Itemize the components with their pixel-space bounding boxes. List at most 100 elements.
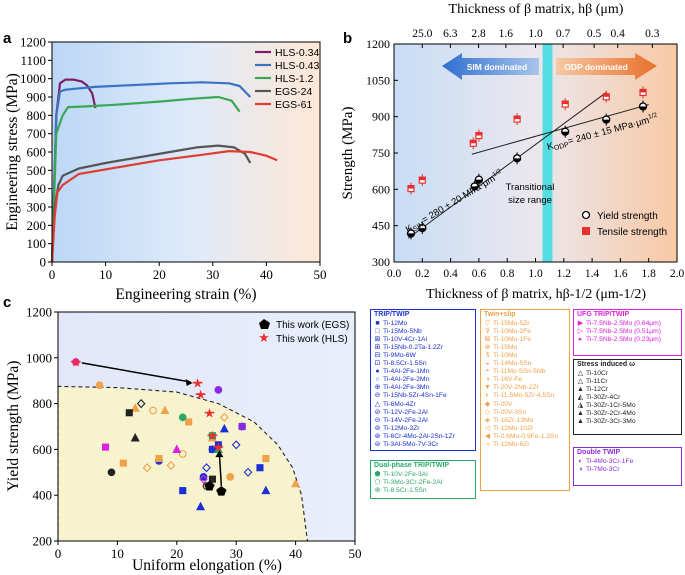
point-stress-induced- [130, 432, 140, 442]
y-tick-label: 1000 [26, 350, 52, 365]
x-tick-label: 30 [206, 267, 219, 282]
point-twin-slip [149, 406, 157, 415]
hls-point: ★ [195, 387, 207, 402]
legend-item-label: Ti-12Mo-10Zr [493, 424, 534, 432]
y-tick-label: 800 [33, 396, 53, 411]
hls-arrow-1 [81, 362, 191, 383]
point-dual-phase-trip-twip [178, 413, 187, 422]
legend-tensile-text: Tensile strength [597, 227, 667, 238]
egs-point [204, 481, 215, 491]
point-double-twip [214, 386, 223, 394]
legend-item: ◃ Ti-12Mo-6Zr [483, 441, 569, 449]
y-tick-label: 600 [372, 182, 390, 196]
legend-item: ⊠ Ti-10V-4Cr-1Al [373, 336, 475, 344]
legend-box-trip-twip: TRIP/TWIP ■ Ti-12Mo □ Ti-15Mo-5Nb ⊠ Ti-10V-4C… [370, 309, 476, 451]
top-tick-label: 0.3 [645, 28, 660, 40]
x-tick-label: 0.2 [415, 268, 430, 280]
x-tick-label: 40 [289, 546, 302, 561]
panel-c-xlabel: Uniform elongation (%) [132, 557, 282, 574]
legend-item-label: Ti-30Zr-1Cr-5Mo [586, 402, 636, 410]
legend-item: ⊘ Ti-12V-2Fe-2Al [373, 409, 475, 417]
tensile-point-fill [419, 177, 426, 181]
legend-item-symbol: ▷ [577, 328, 584, 336]
legend-item: ⊼ Ti-10Mo [483, 352, 569, 360]
legend-item: ▷ Ti-7.5Nb-2.5Mo (0.51μm) [576, 328, 681, 336]
point-ufg-trip-twip [199, 474, 208, 484]
legend-item-label: Ti-4Al-2Fe-1Mn [383, 368, 430, 376]
legend-item-symbol: △ [577, 378, 584, 386]
y-tick-label: 200 [33, 534, 53, 549]
legend-item-symbol: ▲ [577, 418, 584, 426]
legend-label: HLS-0.34 [275, 47, 320, 59]
panel-a-ticks: 0 10 20 30 40 5001002003004005006007008009001… [20, 35, 327, 283]
legend-item-symbol: ◭ [577, 394, 584, 402]
legend-label: EGS-24 [275, 86, 313, 98]
legend-item-symbol: ◓ [485, 368, 490, 376]
legend-item-symbol: ● [375, 368, 380, 376]
legend-item-label: Ti-7.5Nb-2.5Mo (0.51μm) [586, 328, 661, 336]
legend-item-label: Ti-4Al-2Fe-3Mn [383, 384, 430, 392]
legend-item-symbol: ◑ [485, 376, 490, 384]
legend-item-label: Ti-12Cr [586, 386, 609, 394]
x-tick-label: 30 [230, 546, 243, 561]
legend-item-label: Ti-7Mo-3Cr [586, 466, 620, 474]
point-stress-induced- [208, 475, 216, 483]
legend-item: ◮ Ti-30Zr-1Cr-5Mo [576, 402, 681, 410]
hls-point: ★ [204, 405, 216, 420]
legend-item-label: Ti-20V-2Nb-2Zr [493, 384, 539, 392]
x-tick-label: 0.6 [472, 268, 487, 280]
legend-item: ⊗ Ti-15Mo [483, 344, 569, 352]
hls-point: ★ [192, 375, 204, 390]
legend-item: ● Ti-4Al-2Fe-1Mn [373, 368, 475, 376]
legend-item: ◑ Ti-7Mo-3Cr [576, 466, 681, 474]
point-trip-twip [199, 473, 208, 481]
legend-item-symbol: ⬡ [374, 479, 381, 487]
top-tick-label: 0.7 [556, 28, 571, 40]
legend-item-symbol: ▸ [578, 336, 583, 344]
y-tick-label: 400 [33, 488, 53, 503]
point-ufg-trip-twip [101, 443, 110, 451]
y-tick-label: 1100 [20, 53, 46, 68]
tensile-point-fill [475, 132, 482, 136]
legend-item-symbol: ⊘ [374, 408, 381, 416]
legend-item-label: Ti-4Al-2Fe-2Mn [383, 376, 430, 384]
legend-item-symbol: ⊡ [374, 360, 381, 368]
legend-item-label: Ti-10Cr [586, 370, 609, 378]
legend-twin-slip-items: ▽ Ti-15Mo-5Zr ⊽ Ti-10Mo-2Fe ⊠ Ti-10Mo-1Fe ⊗ Ti-… [481, 320, 569, 449]
legend-item-label: Ti-8.5Cr-1.5Sn [383, 487, 427, 495]
legend-item-symbol: ◐ [578, 458, 583, 466]
hls-point: ★ [213, 440, 225, 455]
legend-item: ◆ Ti-20V [483, 401, 569, 409]
legend-item: ⬡ Ti-3Mo-3Cr-2Fe-2Al [373, 479, 475, 487]
legend-label: HLS-0.43 [275, 60, 320, 72]
legend-item-label: Ti-30Zr-3Cr-3Mo [586, 418, 636, 426]
tensile-point-fill [603, 93, 610, 97]
legend-omega-items: △ Ti-10Cr △ Ti-11Cr ▲ Ti-12Cr ◭ Ti-30Zr-4Cr ◮ Ti-… [574, 370, 681, 426]
legend-item: ○ Ti-4Al-2Fe-2Mn [373, 376, 475, 384]
legend-item-symbol: ⊞ [374, 344, 381, 352]
legend-twin-slip-title: Twin+slip [484, 311, 516, 318]
legend-item-symbol: ◁ [484, 424, 491, 432]
point-stress-induced- [107, 468, 116, 477]
y-tick-label: 600 [27, 145, 47, 160]
legend-item-label: Ti-30Zr-2Cr-4Mo [586, 410, 636, 418]
legend-omega-title: Stress induced ω [577, 361, 636, 368]
top-tick-label: 0.4 [611, 28, 626, 40]
legend-yield-text: Yield strength [597, 211, 658, 222]
legend-item: ⊖ Ti-15Nb-5Zr-4Sn-1Fe [373, 392, 475, 400]
legend-item-label: Ti-30Zr-4Cr [586, 394, 621, 402]
panel-b-legend: Yield strength Tensile strength [581, 210, 667, 238]
legend-item-symbol: ⊖ [374, 392, 381, 400]
y-tick-label: 0 [40, 255, 47, 270]
legend-item: ◭ Ti-30Zr-4Cr [576, 394, 681, 402]
panel-c-ticks: 0 10 20 30 40 50 200 400 600 800 1000 1200 [26, 305, 362, 562]
x-tick-label: 0.4 [443, 268, 458, 280]
legend-item-symbol: ◃ [485, 440, 490, 448]
legend-item-label: Ti-11Cr [586, 378, 608, 386]
y-tick-label: 600 [33, 442, 53, 457]
legend-box-dual: Dual-phase TRIP/TWIP ⬢ Ti-10V-2Fe-3Al ⬡ Ti-… [370, 460, 476, 499]
legend-egs-marker [259, 319, 270, 329]
point-stress-induced- [136, 399, 146, 409]
legend-item-label: Ti-15Mo-5Zr [493, 320, 530, 328]
legend-item: ◁ Ti-12Mo-10Zr [483, 425, 569, 433]
